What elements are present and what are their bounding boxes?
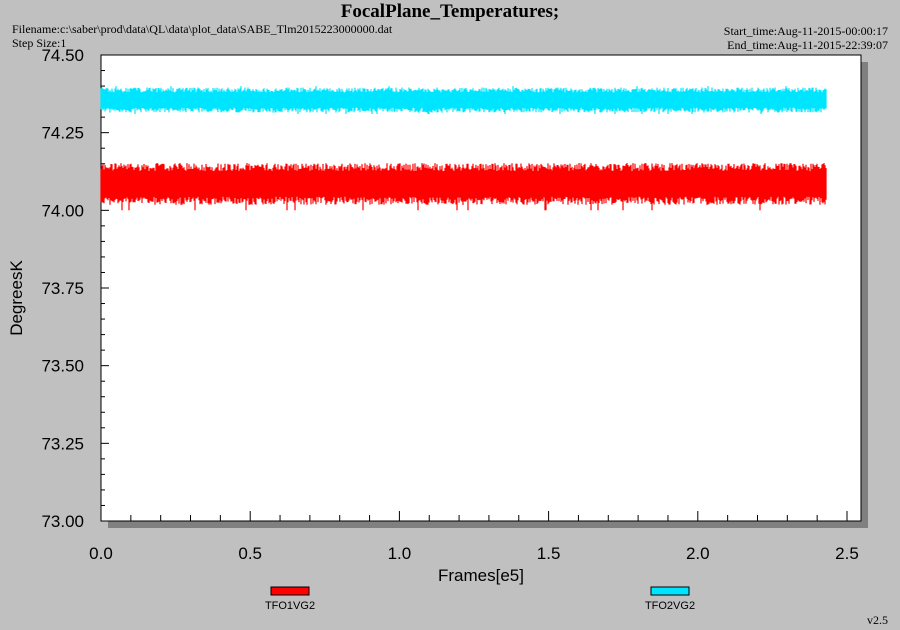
x-tick-label: 2.0	[686, 544, 710, 563]
plot-area	[100, 54, 862, 522]
series-line-TFO2VG2	[100, 86, 827, 114]
step-size-text: Step Size:1	[12, 36, 67, 50]
x-tick-label: 1.5	[537, 544, 561, 563]
x-tick-label: 0.0	[89, 544, 113, 563]
end-time-text: End_time:Aug-11-2015-22:39:07	[727, 38, 888, 52]
legend-label: TFO1VG2	[265, 600, 315, 612]
y-axis-label: DegreesK	[7, 260, 26, 336]
y-tick-label: 73.00	[41, 512, 84, 531]
y-tick-label: 73.25	[41, 434, 84, 453]
y-tick-label: 73.75	[41, 279, 84, 298]
x-tick-label: 0.5	[238, 544, 262, 563]
filename-text: Filename:c:\saber\prod\data\QL\data\plot…	[12, 22, 393, 36]
version-text: v2.5	[867, 613, 888, 627]
legend-swatch	[650, 586, 690, 596]
y-tick-label: 74.00	[41, 201, 84, 220]
x-tick-label: 1.0	[388, 544, 412, 563]
start-time-text: Start_time:Aug-11-2015-00:00:17	[723, 24, 888, 38]
x-axis-label: Frames[e5]	[438, 566, 524, 585]
series-line-TFO1VG2	[100, 163, 827, 211]
legend-label: TFO2VG2	[645, 600, 695, 612]
y-tick-label: 73.50	[41, 357, 84, 376]
chart-title: FocalPlane_Temperatures;	[340, 1, 560, 22]
y-tick-label: 74.25	[41, 124, 84, 143]
y-tick-label: 74.50	[41, 46, 84, 65]
x-tick-label: 2.5	[835, 544, 859, 563]
legend-swatch	[270, 586, 310, 596]
